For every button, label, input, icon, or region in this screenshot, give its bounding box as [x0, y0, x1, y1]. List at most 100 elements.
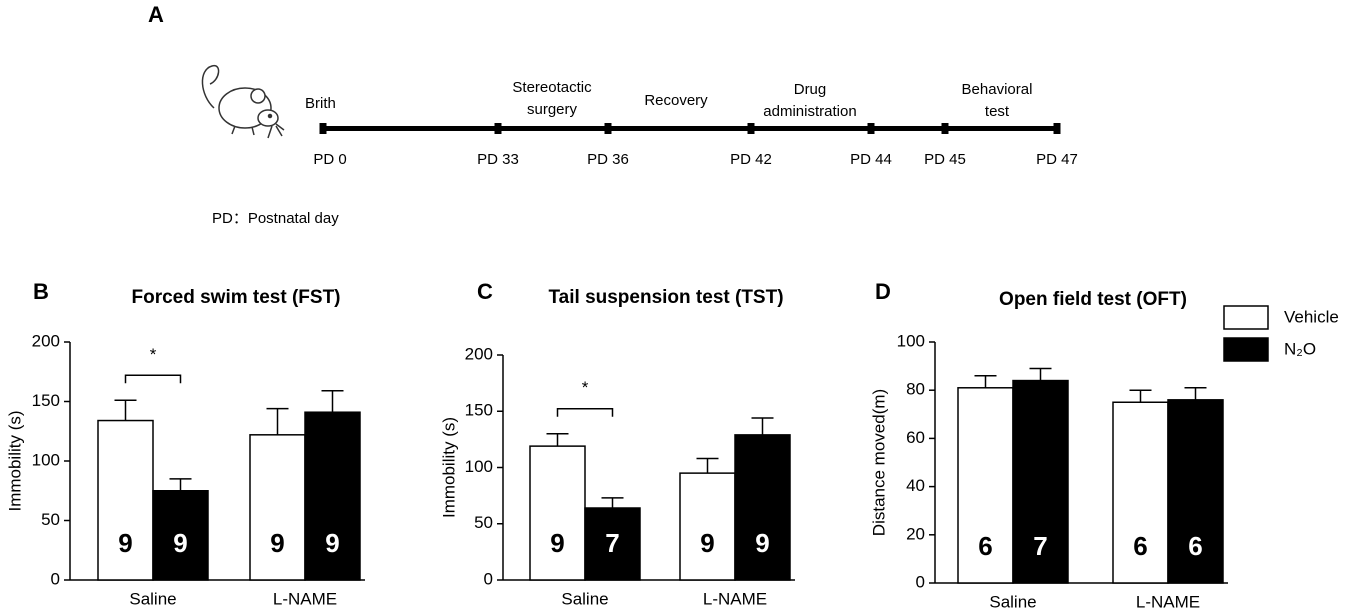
stage-label: Stereotactic	[512, 79, 592, 96]
y-tick-label: 0	[51, 569, 60, 588]
error-bar	[546, 433, 569, 447]
error-bar	[1029, 367, 1052, 381]
y-tick-label: 100	[32, 450, 60, 469]
chart-title: Forced swim test (FST)	[131, 287, 340, 308]
y-tick-label: 50	[474, 513, 493, 532]
y-tick-label: 20	[906, 524, 925, 543]
stage-label: surgery	[527, 101, 578, 118]
sample-size-label: 9	[173, 528, 187, 558]
y-tick-label: 0	[916, 572, 925, 591]
timeline-point-label: PD 36	[587, 151, 629, 168]
timeline-note: PD：Postnatal day	[212, 210, 339, 227]
sample-size-label: 7	[1033, 531, 1047, 561]
error-bar	[1184, 387, 1207, 400]
bar	[529, 445, 586, 581]
chart-title: Open field test (OFT)	[999, 289, 1187, 310]
sample-size-label: 6	[1188, 531, 1202, 561]
bar	[1112, 401, 1169, 584]
sample-size-label: 9	[550, 528, 564, 558]
error-bar	[974, 374, 997, 388]
bar	[152, 490, 209, 581]
timeline-tick	[1053, 123, 1061, 134]
y-tick-label: 40	[906, 476, 925, 495]
x-tick-label: L-NAME	[1136, 592, 1200, 609]
timeline-tick	[867, 123, 875, 134]
mouse-icon	[201, 65, 285, 139]
x-tick-label: Saline	[129, 589, 176, 608]
error-bar	[751, 417, 774, 435]
stage-label: test	[985, 103, 1010, 120]
y-tick-label: 200	[32, 331, 60, 350]
panel-label: A	[148, 2, 164, 27]
stage-label: Brith	[305, 95, 336, 112]
bar	[679, 472, 736, 581]
bar	[734, 434, 791, 581]
y-tick-label: 150	[32, 391, 60, 410]
timeline-point-label: PD 47	[1036, 151, 1078, 168]
significance-bracket	[124, 374, 182, 384]
x-tick-label: L-NAME	[273, 589, 337, 608]
timeline-tick	[319, 123, 327, 134]
timeline-point-label: PD 42	[730, 151, 772, 168]
y-tick-label: 150	[465, 401, 493, 420]
x-tick-label: Saline	[989, 592, 1036, 609]
significance-label: *	[582, 378, 589, 397]
error-bar	[1129, 389, 1152, 403]
sample-size-label: 9	[755, 528, 769, 558]
sample-size-label: 6	[978, 531, 992, 561]
legend-label: N₂O	[1284, 339, 1316, 358]
bar	[249, 434, 306, 581]
sample-size-label: 7	[605, 528, 619, 558]
bar	[584, 507, 641, 581]
sample-size-label: 9	[118, 528, 132, 558]
legend-swatch	[1223, 305, 1269, 330]
stage-label: Recovery	[644, 92, 708, 109]
x-tick-label: L-NAME	[703, 589, 767, 608]
timeline-point-label: PD 33	[477, 151, 519, 168]
error-bar	[696, 457, 719, 474]
legend-swatch	[1223, 337, 1269, 362]
bar	[1012, 379, 1069, 584]
bar	[1167, 399, 1224, 584]
stage-label: Behavioral	[962, 81, 1033, 98]
y-axis-label: Immobility (s)	[5, 410, 24, 511]
timeline-point-label: PD 45	[924, 151, 966, 168]
significance-label: *	[150, 345, 157, 364]
timeline-axis	[323, 126, 1057, 131]
panel-label: B	[33, 279, 49, 304]
panel-label: D	[875, 279, 891, 304]
bar	[957, 387, 1014, 584]
error-bar	[114, 399, 137, 421]
sample-size-label: 9	[325, 528, 339, 558]
stage-label: Drug	[794, 81, 827, 98]
timeline-tick	[747, 123, 755, 134]
y-tick-label: 0	[484, 569, 493, 588]
y-tick-label: 100	[897, 331, 925, 350]
legend-label: Vehicle	[1284, 307, 1339, 326]
x-tick-label: Saline	[561, 589, 608, 608]
chart-title: Tail suspension test (TST)	[548, 287, 783, 308]
y-tick-label: 80	[906, 380, 925, 399]
panel-label: C	[477, 279, 493, 304]
stage-label: administration	[763, 103, 856, 120]
y-axis-label: Distance moved(m)	[869, 389, 888, 536]
sample-size-label: 9	[700, 528, 714, 558]
error-bar	[266, 407, 289, 435]
timeline-tick	[941, 123, 949, 134]
y-axis-label: Immobility (s)	[439, 417, 458, 518]
timeline-point-label: PD 44	[850, 151, 892, 168]
timeline-point-label: PD 0	[313, 151, 346, 168]
sample-size-label: 6	[1133, 531, 1147, 561]
timeline-tick	[604, 123, 612, 134]
timeline-tick	[494, 123, 502, 134]
y-tick-label: 100	[465, 457, 493, 476]
sample-size-label: 9	[270, 528, 284, 558]
y-tick-label: 50	[41, 510, 60, 529]
error-bar	[601, 497, 624, 508]
error-bar	[321, 390, 344, 413]
significance-bracket	[556, 408, 614, 417]
y-tick-label: 200	[465, 344, 493, 363]
error-bar	[169, 478, 192, 491]
y-tick-label: 60	[906, 428, 925, 447]
